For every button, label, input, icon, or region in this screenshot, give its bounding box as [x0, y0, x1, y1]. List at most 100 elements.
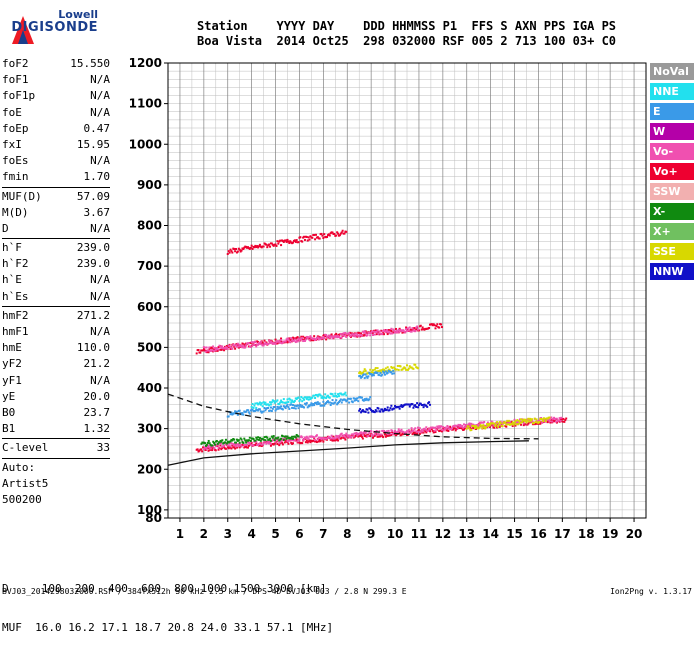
echo-point: [204, 444, 207, 447]
echo-point: [371, 374, 374, 377]
echo-point: [465, 427, 468, 430]
echo-point: [430, 323, 433, 326]
parameter-name: hmF1: [2, 325, 29, 338]
echo-point: [290, 337, 293, 340]
echo-point: [214, 445, 217, 448]
parameter-row: hmF2 271.2: [2, 308, 110, 324]
echo-point: [258, 444, 261, 447]
echo-point: [238, 343, 241, 346]
echo-point: [257, 409, 260, 412]
echo-point: [368, 398, 371, 401]
echo-point: [391, 332, 394, 335]
echo-point: [233, 345, 236, 348]
parameter-row: M(D) 3.67: [2, 205, 110, 221]
echo-point: [239, 437, 242, 440]
echo-point: [281, 408, 284, 411]
echo-point: [389, 432, 392, 435]
echo-point: [421, 404, 424, 407]
echo-point: [244, 445, 247, 448]
echo-point: [234, 347, 237, 350]
echo-point: [373, 368, 376, 371]
echo-point: [354, 335, 357, 338]
echo-point: [508, 419, 511, 422]
echo-point: [335, 234, 338, 237]
echo-point: [204, 442, 207, 445]
echo-point: [258, 438, 261, 441]
echo-point: [428, 428, 431, 431]
echo-point: [287, 442, 290, 445]
echo-point: [297, 396, 300, 399]
echo-point: [211, 348, 214, 351]
echo-point: [386, 406, 389, 409]
echo-point: [434, 426, 437, 429]
echo-point: [208, 346, 211, 349]
echo-point: [336, 231, 339, 234]
echo-point: [207, 349, 210, 352]
echo-point: [281, 443, 284, 446]
echo-point: [278, 403, 281, 406]
echo-point: [559, 419, 562, 422]
echo-point: [341, 334, 344, 337]
echo-point: [394, 327, 397, 330]
echo-point: [255, 442, 258, 445]
y-tick-label: 600: [137, 300, 162, 314]
echo-point: [265, 243, 268, 246]
echo-point: [375, 330, 378, 333]
parameter-name: MUF(D): [2, 189, 42, 203]
y-tick-label: 1000: [129, 137, 162, 151]
profile-curves: [167, 393, 539, 466]
echo-point: [344, 436, 347, 439]
echo-point: [308, 405, 311, 408]
echo-point: [303, 406, 306, 409]
echo-point: [261, 443, 264, 446]
echo-point: [321, 404, 324, 407]
echo-point: [292, 407, 295, 410]
echo-point: [206, 441, 209, 444]
echo-point: [420, 328, 423, 331]
parameter-name: hmE: [2, 341, 22, 355]
echo-point: [321, 234, 324, 237]
echo-point: [240, 345, 243, 348]
echo-point: [558, 417, 561, 420]
echo-point: [319, 440, 322, 443]
echo-point: [400, 404, 403, 407]
echo-point: [205, 351, 208, 354]
echo-point: [269, 409, 272, 412]
echo-point: [343, 232, 346, 235]
echo-point: [329, 404, 332, 407]
echo-point: [396, 331, 399, 334]
echo-point: [280, 339, 283, 342]
parameter-row: h`E N/A: [2, 272, 110, 288]
echo-point: [263, 436, 266, 439]
echo-point: [319, 436, 322, 439]
echo-point: [343, 434, 346, 437]
echo-point: [248, 436, 251, 439]
echo-point: [393, 366, 396, 369]
echo-point: [404, 367, 407, 370]
echo-point: [402, 367, 405, 370]
echo-point: [360, 432, 363, 435]
echo-point: [473, 425, 476, 428]
echo-point: [363, 330, 366, 333]
echo-point: [259, 410, 262, 413]
echo-point: [362, 373, 365, 376]
echo-point: [310, 402, 313, 405]
echo-point: [271, 407, 274, 410]
distance-muf-table: D 100 200 400 600 800 1000 1500 3000 [km…: [2, 556, 333, 647]
echo-point: [543, 417, 546, 420]
echo-point: [548, 420, 551, 423]
echo-point: [430, 428, 433, 431]
echo-point: [477, 423, 480, 426]
echo-point: [328, 396, 331, 399]
echo-point: [304, 441, 307, 444]
echo-point: [330, 333, 333, 336]
echo-point: [330, 434, 333, 437]
echo-point: [244, 439, 247, 442]
echo-point: [336, 336, 339, 339]
parameter-value: N/A: [90, 89, 110, 103]
echo-point: [312, 439, 315, 442]
echo-point: [337, 437, 340, 440]
parameter-value: N/A: [90, 221, 110, 235]
echo-point: [250, 244, 253, 247]
echo-point: [408, 365, 411, 368]
